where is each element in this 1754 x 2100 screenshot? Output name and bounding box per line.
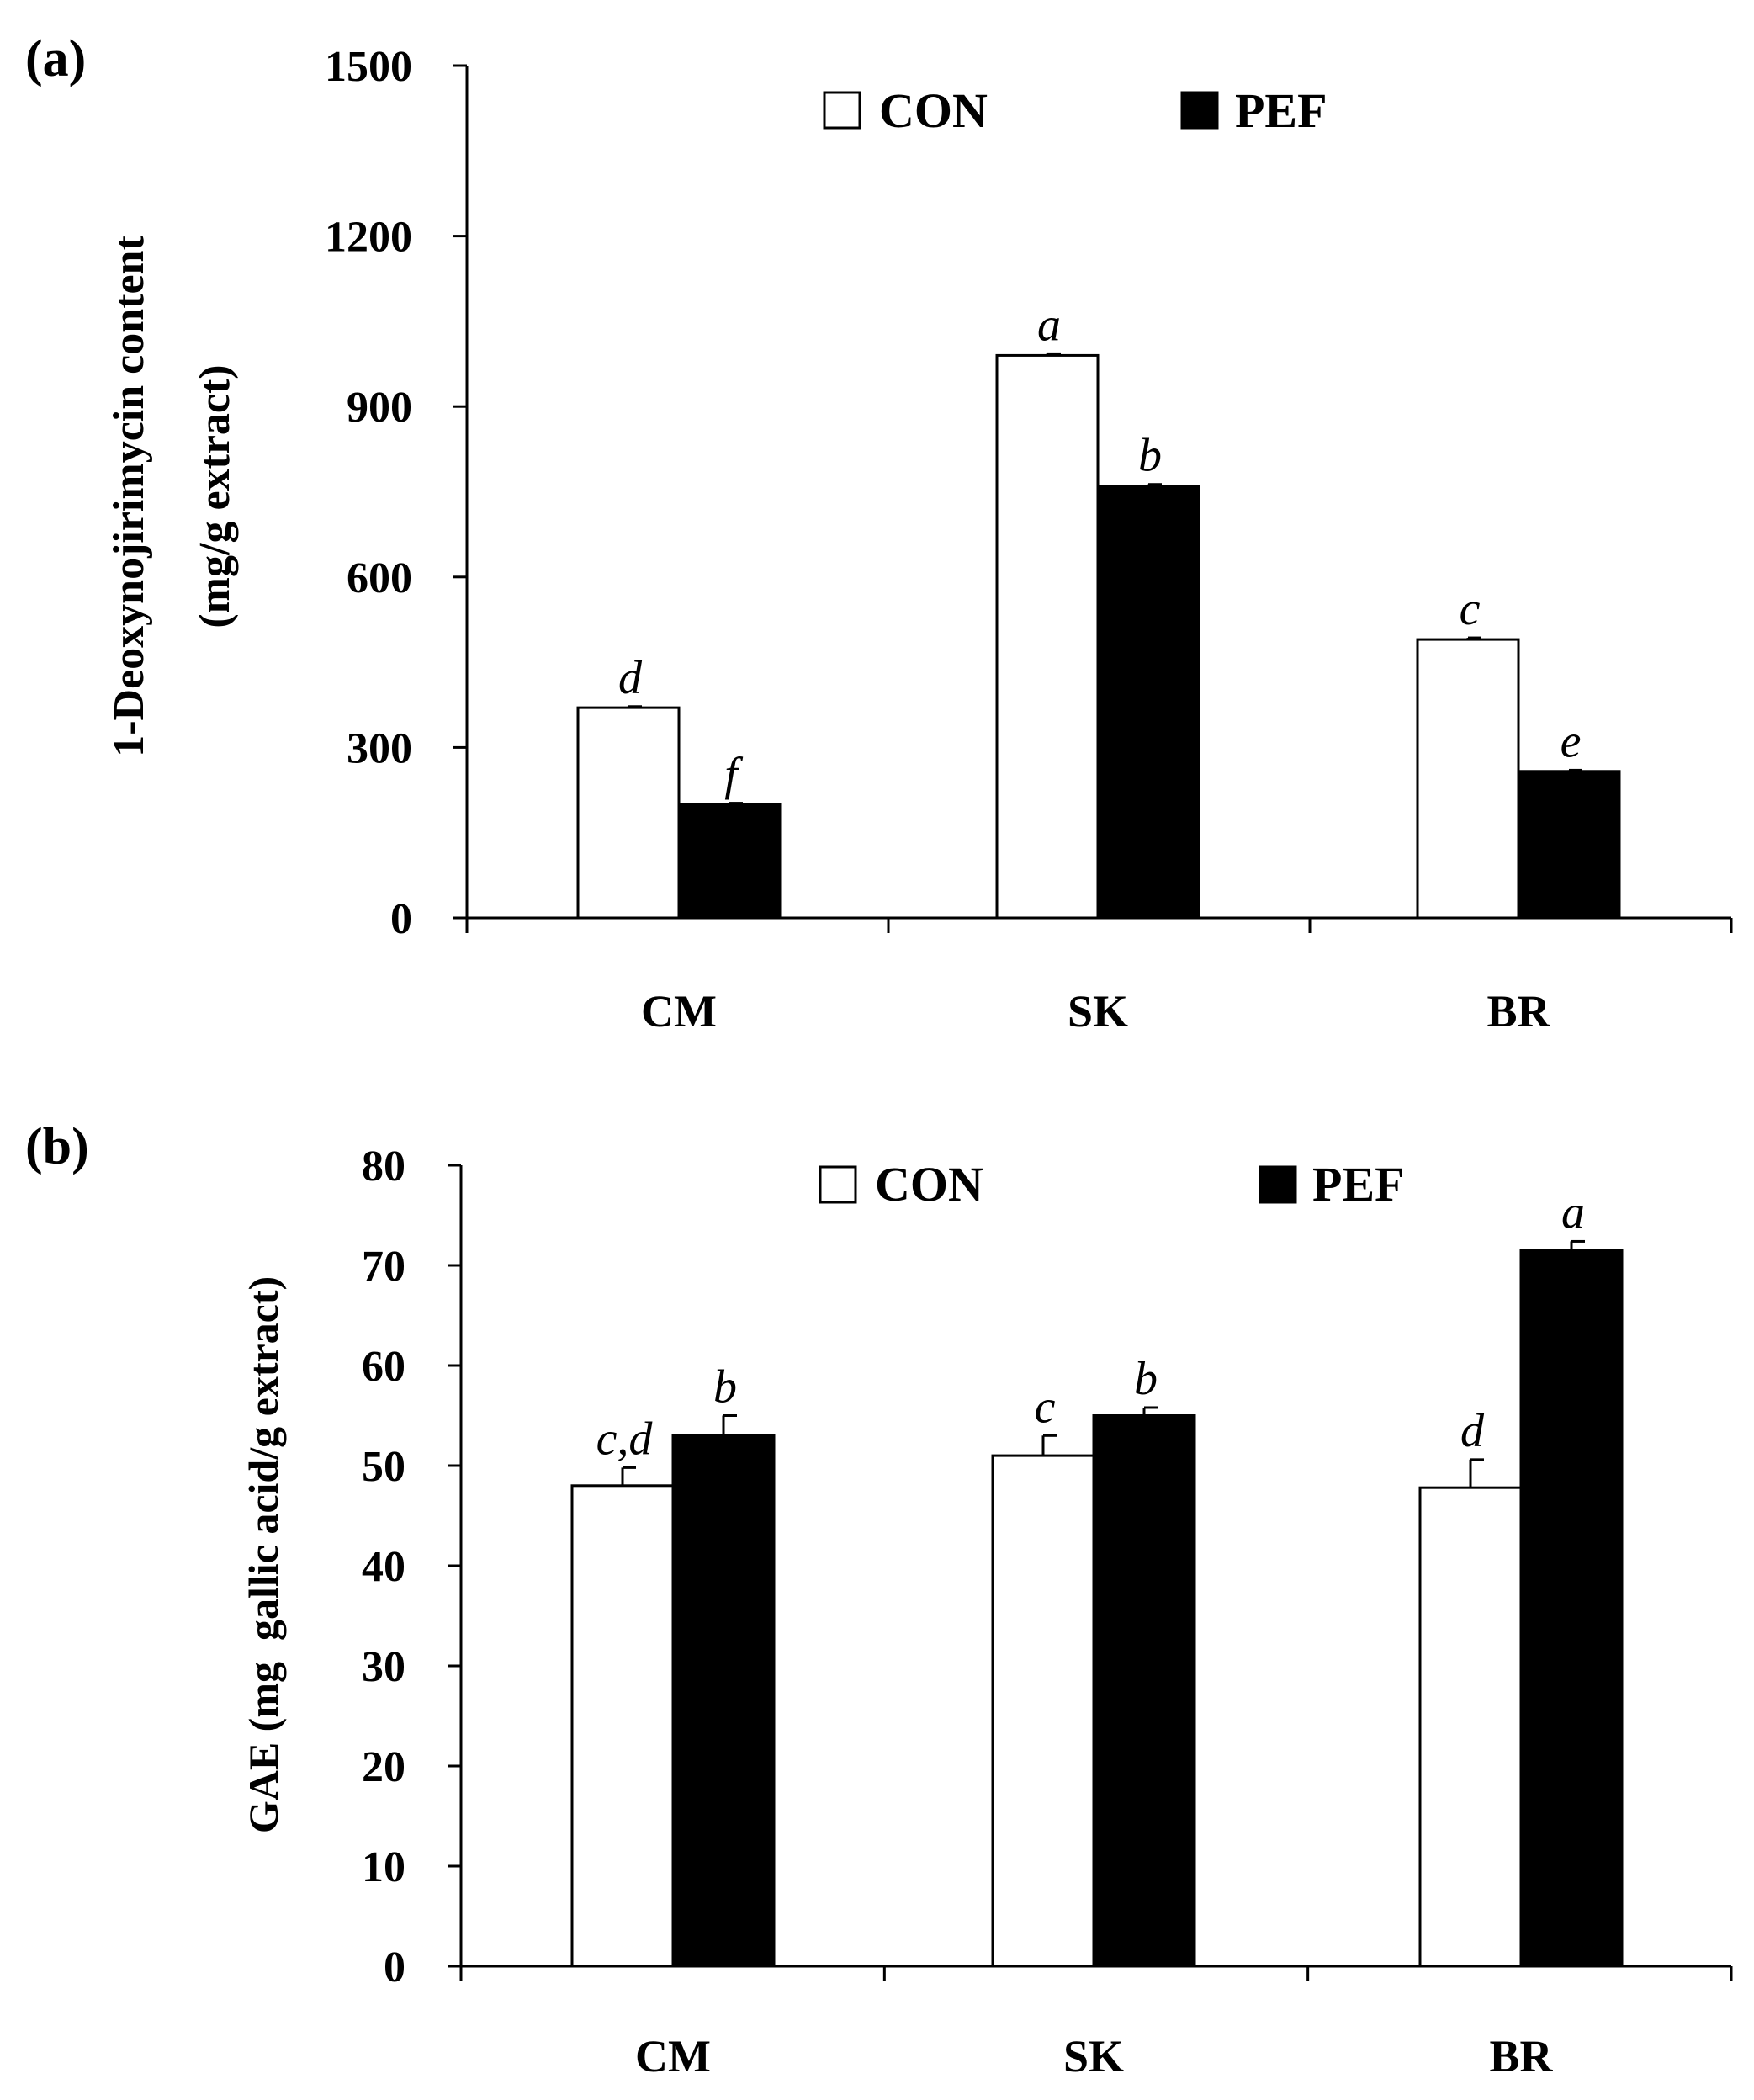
y-tick-label: 70 — [362, 1243, 405, 1291]
significance-letter: d — [618, 652, 643, 704]
y-tick-label: 1500 — [325, 43, 412, 91]
significance-letter: d — [1460, 1405, 1485, 1457]
pef-bar — [677, 803, 782, 920]
con-bar — [1416, 638, 1520, 920]
y-tick-label: 300 — [347, 724, 412, 772]
y-tick-label: 0 — [384, 1944, 405, 1991]
significance-letter: f — [724, 749, 744, 801]
legend-swatch — [819, 1165, 857, 1204]
y-tick-label: 20 — [362, 1743, 405, 1791]
y-tick-label: 60 — [362, 1343, 405, 1391]
legend-label: CON — [879, 83, 988, 138]
pef-bar — [1092, 1414, 1196, 1968]
y-tick-label: 600 — [347, 554, 412, 602]
y-axis-label: GAE (mg gallic acid/g extract) — [240, 1276, 287, 1833]
y-axis-label: 1-Deoxynojirimycin content — [105, 236, 153, 757]
pef-bar — [1519, 1249, 1624, 1968]
x-tick-label: SK — [1068, 986, 1128, 1037]
significance-letter: b — [713, 1361, 737, 1413]
legend-swatch — [1180, 91, 1219, 130]
con-bar — [995, 353, 1100, 920]
y-tick-label: 1200 — [325, 214, 412, 262]
significance-letter: b — [1134, 1353, 1158, 1405]
legend-swatch — [823, 91, 861, 130]
y-tick-label: 10 — [362, 1843, 405, 1891]
y-tick-label: 30 — [362, 1643, 405, 1691]
panel-a: (a) 0 300 600 900 1200 1500 CM SK BR d a c f b e CON PEF… — [25, 30, 1733, 1037]
significance-letter: a — [1037, 299, 1061, 351]
significance-letter: e — [1561, 715, 1582, 767]
con-bar — [1418, 1486, 1523, 1968]
significance-letter: c — [1460, 583, 1481, 635]
significance-letter: b — [1138, 430, 1162, 482]
y-tick-label: 50 — [362, 1443, 405, 1491]
legend-label: PEF — [1312, 1157, 1405, 1212]
panel-label: (a) — [25, 30, 86, 88]
legend-swatch — [1259, 1165, 1297, 1204]
significance-letter: c,d — [596, 1413, 654, 1465]
pef-bar — [1096, 485, 1200, 920]
x-tick-label: SK — [1063, 2031, 1124, 2081]
panel-b: (b) 0 10 20 30 40 50 60 70 80 CM SK BR c,d c d b b a CON PE… — [25, 1118, 1733, 2081]
pef-bar — [1517, 770, 1621, 920]
legend-label: CON — [875, 1157, 983, 1212]
con-bar — [576, 706, 681, 920]
y-tick-label: 40 — [362, 1543, 405, 1591]
con-bar — [570, 1484, 675, 1968]
y-tick-label: 80 — [362, 1143, 405, 1191]
significance-letter: a — [1561, 1186, 1585, 1238]
legend-label: PEF — [1235, 83, 1327, 138]
x-tick-label: CM — [641, 986, 717, 1037]
y-tick-label: 0 — [390, 895, 412, 943]
con-bar — [991, 1454, 1095, 1968]
x-tick-label: BR — [1489, 2031, 1553, 2081]
panel-label: (b) — [25, 1118, 89, 1175]
y-axis-label: (mg/g extract) — [191, 364, 239, 628]
significance-letter: c — [1035, 1381, 1056, 1433]
x-tick-label: CM — [635, 2031, 711, 2081]
x-tick-label: BR — [1486, 986, 1550, 1037]
pef-bar — [671, 1434, 776, 1968]
y-tick-label: 900 — [347, 384, 412, 432]
